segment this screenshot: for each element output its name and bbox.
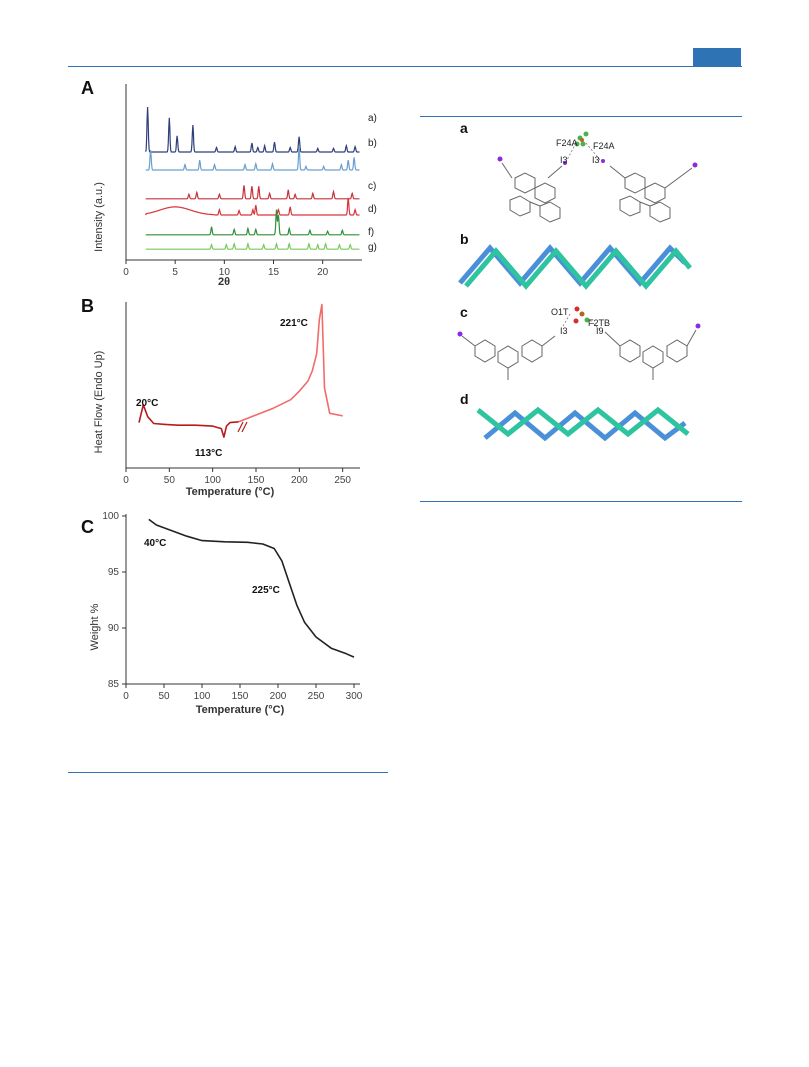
panel-c-xtick: 300 [346,691,363,702]
panel-a-structure: a F [460,120,698,223]
panel-a-xlabel: 2θ [218,276,230,288]
panel-c-xtick: 150 [232,691,249,702]
panel-c-ticks: 0 50 100 150 200 250 300 100 95 90 85 [102,511,362,702]
xrd-series-2 [145,148,360,171]
panel-a-ticks: 0 5 10 15 20 [123,260,329,278]
xrd-series-3 [145,185,360,200]
molecule-right [609,165,693,223]
panel-c-xlabel: Temperature (°C) [196,704,285,716]
annotation-221c: 221°C [280,318,308,329]
anion-triflate [573,306,590,324]
panel-c-ytick: 90 [108,623,120,634]
panel-c-ytick: 85 [108,679,120,690]
panel-b-xtick: 250 [334,475,351,486]
panel-c-xtick: 100 [194,691,211,702]
panel-a-xtick: 20 [317,267,329,278]
panel-a-xtick: 15 [268,267,280,278]
atom-label-i3-right: I3 [592,155,600,165]
right-figure-bottom-rule [420,501,742,502]
atom-label-f24a-left: F24A [556,138,578,148]
panel-c-structure: c O1T F2TB I3 I9 [457,304,701,380]
right-figure-top-rule [420,116,742,117]
annotation-225c: 225°C [252,585,280,596]
iodine-atom-right [601,159,605,163]
panel-b-xlabel: Temperature (°C) [186,486,275,498]
panel-b-xtick: 150 [248,475,265,486]
struct-panel-a-label: a [460,120,468,136]
panel-c-series [148,518,355,658]
panel-b-ylabel: Heat Flow (Endo Up) [93,351,105,454]
iodine-atom-left-2 [563,161,567,165]
panel-a-series [145,106,360,250]
panel-a-xtick: 0 [123,267,129,278]
panel-b-ticks: 0 50 100 150 200 250 [123,468,351,486]
panel-c-ylabel: Weight % [89,603,101,650]
xrd-series-1 [145,106,360,153]
panel-c-label: C [81,517,94,537]
panel-d-chains: d [460,391,690,442]
molecule-c-right [604,329,697,380]
panel-c-ytick: 95 [108,567,120,578]
panel-a-xtick: 10 [219,267,231,278]
xrd-series-6 [145,241,360,250]
panel-b-label: B [81,296,94,316]
series-label-b: b) [368,138,377,149]
left-figure-bottom-rule [68,772,388,773]
left-figure: A Intensity (a.u.) 0 5 10 15 20 2θ a) b) c) … [81,78,377,716]
panel-b-xtick: 0 [123,475,129,486]
iodine-atom-left [497,156,503,162]
header-rule [68,66,742,67]
struct-panel-c-label: c [460,304,468,320]
panel-c-xtick: 50 [158,691,170,702]
series-label-f: f) [368,227,374,238]
panel-c-ytick: 100 [102,511,119,522]
series-label-a: a) [368,113,377,124]
header-accent-tab [693,48,741,66]
panel-a-label: A [81,78,94,98]
xrd-series-5 [145,209,360,236]
panel-c-xtick: 200 [270,691,287,702]
series-label-g: g) [368,242,377,253]
panel-b-xtick: 50 [164,475,176,486]
annotation-113c: 113°C [195,448,222,459]
struct-panel-b-label: b [460,231,469,247]
panel-b-xtick: 100 [204,475,221,486]
molecule-c-left [461,335,556,380]
panel-b: B Heat Flow (Endo Up) 0 50 100 150 200 250 Te… [81,296,360,498]
right-figure: a F [457,120,701,442]
tga-curve [148,518,355,658]
annotation-40c: 40°C [144,538,166,549]
panel-a-xtick: 5 [172,267,178,278]
dsc-segment-1 [138,404,239,438]
atom-label-o1t: O1T [551,307,569,317]
series-label-d: d) [368,204,377,215]
panel-c-xtick: 0 [123,691,129,702]
panel-b-series [138,303,343,438]
dsc-segment-2 [238,303,343,423]
atom-label-f24a-right: F24A [593,141,615,151]
atom-label-i9: I9 [596,326,604,336]
atom-label-i3: I3 [560,326,568,336]
atom-label-f2tb: F2TB [588,318,610,328]
molecule-left [501,162,563,223]
iodine-atom-right-2 [692,162,698,168]
panel-a-ylabel: Intensity (a.u.) [93,182,105,252]
panel-a: A Intensity (a.u.) 0 5 10 15 20 2θ a) b) c) … [81,78,377,288]
axis-break-mark [237,421,248,433]
panel-c-xtick: 250 [308,691,325,702]
struct-panel-d-label: d [460,391,469,407]
panel-b-xtick: 200 [291,475,308,486]
atom-label-i3-left: I3 [560,155,568,165]
xrd-series-4 [145,197,360,216]
panel-c: C Weight % 0 50 100 150 200 250 300 100 95 90 85 T… [81,511,363,716]
series-label-c: c) [368,181,376,192]
anion-bf4 [574,131,589,147]
panel-b-chains: b [458,231,692,290]
annotation-20c: 20°C [136,398,158,409]
